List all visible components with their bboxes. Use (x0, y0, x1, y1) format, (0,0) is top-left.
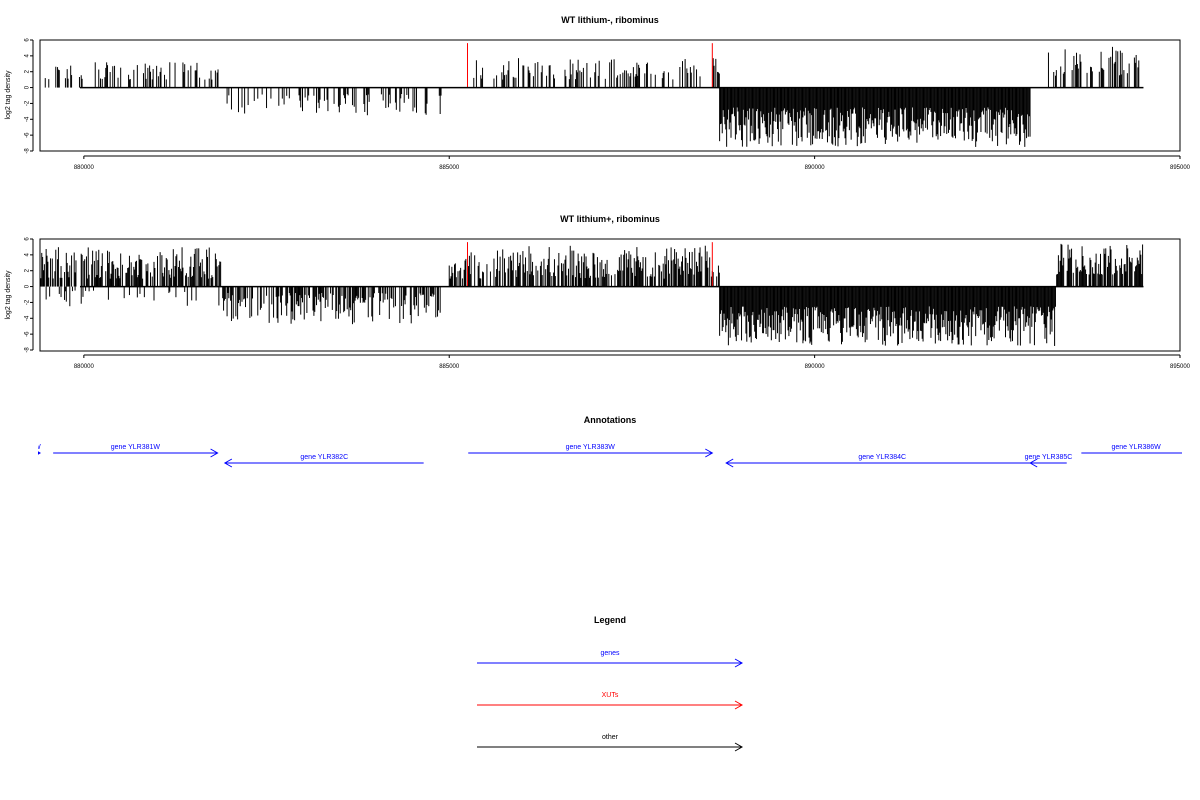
y-tick-label: 0 (25, 284, 31, 288)
legend-label: XUTs (602, 692, 619, 699)
y-tick-label: -4 (25, 315, 31, 321)
arrowhead-icon (210, 448, 219, 458)
bar-group (39, 243, 1144, 346)
x-tick-label: 895000 (1170, 165, 1191, 171)
gene-arrow[interactable]: gene YLR383W (468, 444, 714, 458)
y-tick-label: 0 (25, 85, 31, 89)
y-tick-label: 2 (25, 268, 31, 272)
arrowhead-icon (734, 742, 744, 752)
x-tick-label: 880000 (74, 364, 95, 370)
plot-frame (39, 39, 1181, 152)
gene-label: gene YLR383W (566, 444, 616, 451)
y-tick-label: 2 (25, 69, 31, 73)
y-tick-label: -2 (25, 100, 31, 106)
y-tick-label: 4 (25, 54, 31, 58)
x-axis: 880000 885000 890000 895000 (74, 354, 1191, 370)
legend-label: other (602, 734, 619, 741)
y-axis-label: log2 tag density (5, 270, 12, 320)
arrowhead-icon (38, 451, 42, 455)
gene-label: R380W (17, 444, 41, 451)
gene-label: gene YLR381W (111, 444, 161, 451)
legend-label: genes (600, 650, 620, 657)
gene-label: gene YLR386W (1112, 444, 1162, 451)
legend-panel: Legend genes XUTs other (477, 615, 744, 752)
arrowhead-icon (734, 700, 744, 710)
panel-title: WT lithium+, ribominus (560, 214, 660, 224)
x-tick-label: 885000 (439, 165, 460, 171)
y-tick-label: -8 (25, 347, 31, 353)
bar-group (39, 46, 1140, 147)
y-axis: 6 4 2 0 -2 -4 -6 -8 (25, 237, 34, 353)
x-tick-label: 890000 (805, 364, 826, 370)
y-tick-label: -8 (25, 148, 31, 154)
gene-arrow[interactable]: gene YLR384C (725, 454, 1039, 468)
y-tick-label: 4 (25, 253, 31, 257)
legend-items: genes XUTs other (477, 650, 744, 752)
track-panel-lithium-minus: WT lithium-, ribominus log2 tag density … (5, 15, 1191, 171)
y-axis-label: log2 tag density (5, 70, 12, 120)
gene-arrow[interactable]: gene YLR385C (1025, 454, 1073, 468)
x-tick-label: 885000 (439, 364, 460, 370)
y-tick-label: 6 (25, 237, 31, 241)
gene-arrow[interactable]: gene YLR386W (1081, 444, 1191, 457)
arrowhead-icon (1184, 449, 1191, 457)
x-tick-label: 880000 (74, 165, 95, 171)
y-axis: 6 4 2 0 -2 -4 -6 -8 (25, 38, 34, 154)
arrowhead-icon (1029, 458, 1038, 468)
y-tick-label: -2 (25, 299, 31, 305)
arrowhead-icon (734, 658, 744, 668)
xut-group (467, 43, 713, 88)
annotations-title: Annotations (584, 415, 637, 425)
x-tick-label: 890000 (805, 165, 826, 171)
arrowhead-icon (223, 458, 233, 468)
plot-frame (39, 238, 1181, 352)
legend-item: genes (477, 650, 744, 668)
gene-arrow[interactable]: gene YLR381W (53, 444, 219, 458)
legend-item: other (477, 734, 744, 752)
arrowhead-icon (705, 448, 714, 458)
gene-label: gene YLR384C (858, 454, 906, 461)
gene-arrow[interactable]: R380W (17, 444, 41, 457)
y-tick-label: -4 (25, 116, 31, 122)
gene-label: gene YLR382C (300, 454, 348, 461)
legend-item: XUTs (477, 692, 744, 710)
y-tick-label: -6 (25, 132, 31, 138)
x-tick-label: 895000 (1170, 364, 1191, 370)
x-axis: 880000 885000 890000 895000 (74, 155, 1191, 171)
y-tick-label: -6 (25, 331, 31, 337)
gene-arrow[interactable]: gene YLR382C (223, 454, 424, 468)
panel-title: WT lithium-, ribominus (561, 15, 659, 25)
annotations-panel: Annotations R380W gene YLR381W gene YLR382… (17, 415, 1191, 468)
track-panel-lithium-plus: WT lithium+, ribominus log2 tag density … (5, 214, 1191, 370)
xut-group (467, 242, 713, 287)
gene-arrows: R380W gene YLR381W gene YLR382C gene YLR383… (17, 444, 1191, 468)
y-tick-label: 6 (25, 38, 31, 42)
legend-title: Legend (594, 615, 626, 625)
gene-label: gene YLR385C (1025, 454, 1073, 461)
arrowhead-icon (725, 458, 734, 468)
